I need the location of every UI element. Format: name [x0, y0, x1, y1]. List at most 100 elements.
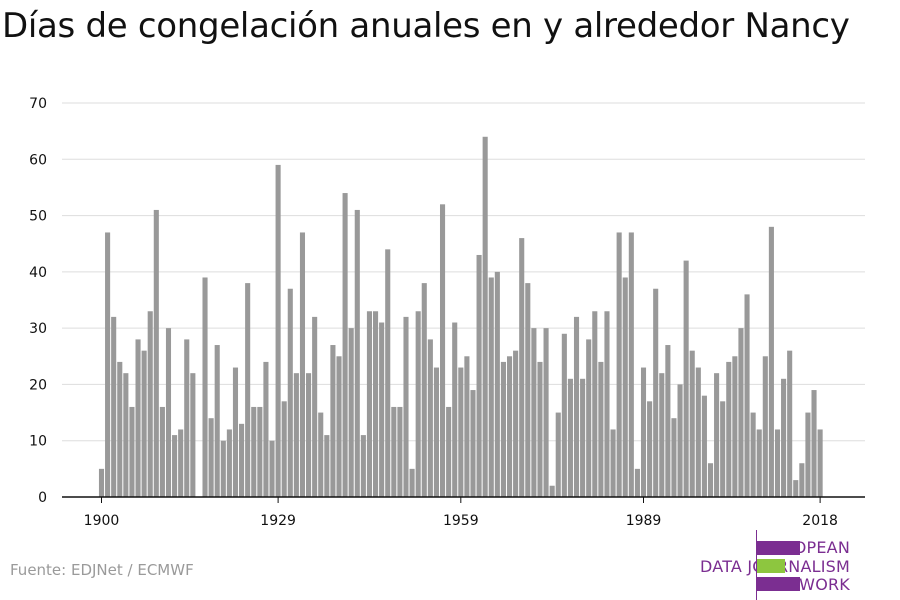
bar-1965 [494, 271, 500, 497]
bar-1943 [360, 435, 366, 497]
bar-1985 [616, 232, 622, 497]
bar-2018 [817, 429, 823, 497]
bar-2011 [774, 429, 781, 497]
bar-1945 [373, 311, 379, 497]
bar-1912 [172, 435, 178, 497]
y-tick-label: 20 [29, 377, 47, 393]
bar-1979 [580, 378, 586, 497]
bar-1911 [165, 328, 172, 497]
bar-1990 [647, 401, 653, 497]
bar-1986 [622, 277, 628, 497]
y-tick-label: 10 [29, 434, 47, 450]
bar-2004 [732, 356, 738, 497]
bar-1935 [312, 316, 318, 497]
chart-title: Días de congelación anuales en y alreded… [2, 6, 850, 46]
bar-2005 [738, 328, 744, 497]
bar-1987 [628, 232, 634, 497]
bar-1954 [427, 339, 433, 497]
bar-1959 [458, 367, 464, 497]
bar-1991 [653, 288, 659, 497]
bar-2009 [762, 356, 768, 497]
bar-2000 [707, 463, 714, 497]
bar-2014 [793, 480, 799, 497]
bar-1927 [263, 361, 269, 497]
bar-1915 [190, 373, 196, 497]
bar-1971 [531, 328, 537, 497]
bar-1997 [689, 350, 695, 497]
bar-1903 [117, 361, 123, 497]
bar-1925 [251, 406, 257, 497]
bar-1923 [239, 423, 245, 497]
bar-1907 [141, 350, 147, 497]
x-tick-label: 1959 [443, 513, 479, 529]
bar-1909 [153, 209, 159, 497]
bar-1913 [178, 429, 184, 497]
bar-1976 [561, 333, 567, 497]
bar-1926 [257, 406, 263, 497]
bar-1906 [135, 339, 141, 497]
bar-1918 [208, 418, 214, 497]
bar-1956 [439, 204, 446, 498]
bar-1963 [482, 136, 488, 497]
bar-1952 [415, 311, 421, 497]
bar-2012 [781, 378, 787, 497]
bar-1994 [671, 418, 677, 497]
bar-1905 [129, 406, 135, 497]
bar-2016 [805, 412, 811, 497]
bar-1929 [275, 164, 281, 497]
x-tick-label: 1900 [84, 513, 120, 529]
source-note: Fuente: EDJNet / ECMWF [10, 561, 194, 579]
bar-1914 [184, 339, 190, 497]
bar-1996 [683, 260, 689, 497]
bar-1948 [391, 406, 397, 497]
bar-1930 [281, 401, 287, 497]
bar-1904 [123, 373, 129, 497]
logo-bar-green [757, 559, 785, 573]
bar-1958 [452, 322, 458, 497]
bar-1999 [701, 395, 707, 497]
bar-1975 [555, 412, 561, 497]
bar-1920 [220, 440, 226, 497]
x-tick-label: 1929 [260, 513, 296, 529]
x-tick-label: 1989 [626, 513, 662, 529]
bar-1933 [299, 232, 306, 497]
bar-1902 [111, 316, 117, 497]
bar-1946 [379, 322, 385, 497]
x-axis-tick-labels: 1900 1929 1959 1989 2018 [84, 497, 838, 529]
bar-1980 [586, 339, 592, 497]
bar-2008 [756, 429, 762, 497]
bar-1977 [567, 378, 573, 497]
bar-1968 [513, 350, 519, 497]
bar-1934 [306, 373, 312, 497]
bar-1964 [488, 277, 494, 497]
bar-2002 [720, 401, 726, 497]
bar-1936 [318, 412, 324, 497]
bar-1998 [695, 367, 701, 497]
bar-1992 [659, 373, 665, 497]
bar-1932 [293, 373, 299, 497]
bar-1961 [470, 390, 476, 497]
bar-1967 [506, 356, 513, 497]
bar-2006 [744, 294, 750, 497]
bar-1973 [543, 328, 549, 497]
bar-1919 [214, 345, 220, 497]
edjnet-logo: EUROPEAN DATA JOURNALISM NETWORK [700, 530, 900, 600]
y-tick-label: 70 [29, 96, 47, 112]
bar-1947 [385, 249, 391, 497]
bar-1966 [500, 361, 506, 497]
bar-1988 [634, 468, 640, 497]
bar-2010 [768, 226, 774, 498]
bar-1953 [421, 283, 427, 497]
bar-1950 [403, 316, 409, 497]
gridlines [62, 102, 865, 442]
bar-2015 [799, 463, 805, 497]
bar-1989 [640, 367, 647, 497]
bar-1972 [537, 361, 543, 497]
logo-bar-purple-bottom [757, 577, 800, 591]
bar-1942 [354, 209, 360, 497]
logo-divider [756, 530, 757, 600]
bar-1938 [330, 345, 336, 497]
bar-1908 [147, 311, 153, 497]
bar-1910 [159, 406, 165, 497]
bar-1970 [525, 283, 531, 497]
